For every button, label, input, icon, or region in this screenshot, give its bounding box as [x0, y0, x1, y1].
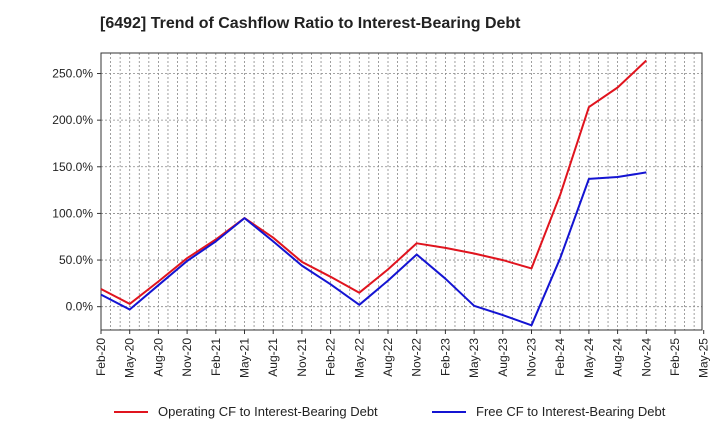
- x-tick-label: Nov-21: [295, 338, 309, 377]
- grid-lines: [100, 53, 702, 330]
- x-tick-label: Feb-24: [553, 338, 567, 376]
- x-tick-label: Aug-20: [151, 338, 165, 377]
- legend-swatch-free-cf: [432, 410, 466, 413]
- series-line-1: [100, 171, 647, 327]
- x-tick-label: Feb-22: [324, 338, 338, 376]
- y-tick-label: 50.0%: [59, 253, 93, 267]
- y-tick-label: 200.0%: [52, 113, 93, 127]
- plot-area-frame: [100, 52, 703, 331]
- x-tick-label: May-20: [123, 338, 137, 378]
- x-axis: Feb-20 May-20 Aug-20 Nov-20 Feb-21 May-21 Aug-…: [94, 330, 711, 378]
- y-axis: 0.0% 50.0% 100.0% 150.0% 200.0% 250.0%: [52, 67, 101, 314]
- x-tick-label: Nov-24: [639, 338, 653, 377]
- x-tick-label: May-24: [582, 338, 596, 378]
- x-tick-label: May-22: [352, 338, 366, 378]
- x-tick-label: May-21: [238, 338, 252, 378]
- legend-label-operating-cf: Operating CF to Interest-Bearing Debt: [158, 404, 378, 419]
- y-tick-label: 100.0%: [52, 206, 93, 220]
- x-tick-label: Feb-20: [94, 338, 108, 376]
- legend-label-free-cf: Free CF to Interest-Bearing Debt: [476, 404, 666, 419]
- x-tick-label: Feb-25: [668, 338, 682, 376]
- x-tick-label: Aug-23: [496, 338, 510, 377]
- x-tick-label: Feb-23: [438, 338, 452, 376]
- legend-item-free-cf: Free CF to Interest-Bearing Debt: [432, 404, 665, 419]
- series-lines: [100, 59, 647, 327]
- legend: Operating CF to Interest-Bearing Debt Fr…: [0, 404, 720, 428]
- chart-title: [6492] Trend of Cashflow Ratio to Intere…: [100, 15, 521, 32]
- y-tick-label: 0.0%: [66, 300, 94, 314]
- x-tick-label: Feb-21: [209, 338, 223, 376]
- x-tick-label: May-23: [467, 338, 481, 378]
- x-tick-label: Aug-21: [266, 338, 280, 377]
- x-tick-label: Aug-22: [381, 338, 395, 377]
- series-line-0: [100, 59, 647, 305]
- x-tick-label: Nov-20: [180, 338, 194, 377]
- x-tick-label: Nov-23: [525, 338, 539, 377]
- legend-swatch-operating-cf: [114, 410, 148, 413]
- x-tick-label: Aug-24: [611, 338, 625, 377]
- y-tick-label: 150.0%: [52, 160, 93, 174]
- x-tick-label: May-25: [697, 338, 711, 378]
- y-tick-label: 250.0%: [52, 67, 93, 81]
- x-tick-label: Nov-22: [410, 338, 424, 377]
- legend-item-operating-cf: Operating CF to Interest-Bearing Debt: [114, 404, 378, 419]
